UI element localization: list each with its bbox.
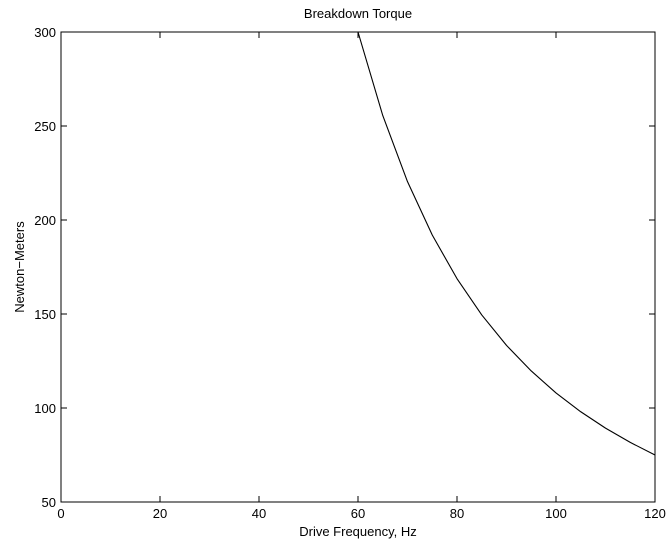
chart-title: Breakdown Torque: [304, 6, 412, 21]
y-tick-label: 200: [34, 213, 56, 228]
x-tick-label: 80: [450, 506, 464, 521]
x-tick-label: 20: [153, 506, 167, 521]
x-axis-label: Drive Frequency, Hz: [299, 524, 417, 539]
plot-area: 0 20 40 60 80 100 120 50 100 150 200 250 300: [34, 25, 666, 521]
y-tick-label: 250: [34, 119, 56, 134]
y-axis-label: Newton−Meters: [12, 221, 27, 313]
y-tick-label: 100: [34, 401, 56, 416]
x-tick-label: 60: [351, 506, 365, 521]
series-line-0: [61, 31, 656, 456]
x-tick-label: 120: [644, 506, 666, 521]
y-tick-label: 50: [42, 495, 56, 510]
y-tick-label: 300: [34, 25, 56, 40]
x-tick-label: 40: [252, 506, 266, 521]
x-tick-label: 0: [57, 506, 64, 521]
y-tick-label: 150: [34, 307, 56, 322]
x-tick-label: 100: [545, 506, 567, 521]
